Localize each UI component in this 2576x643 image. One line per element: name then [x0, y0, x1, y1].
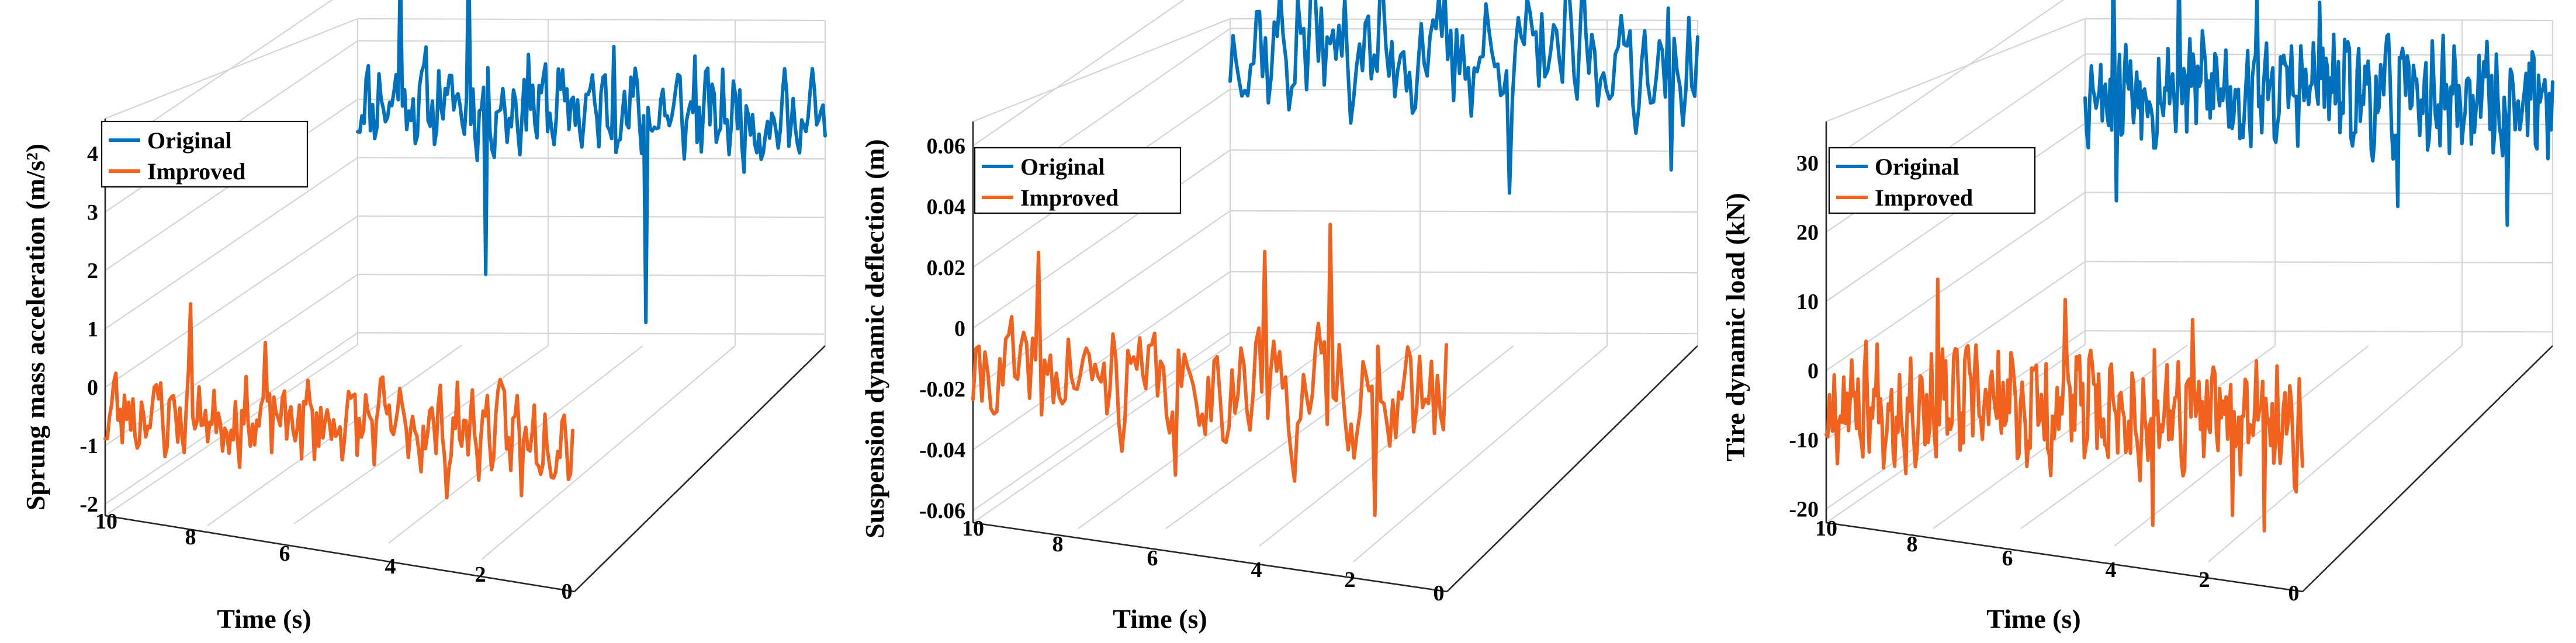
y-grid-line	[1230, 332, 1698, 335]
y-tick-label: 0	[87, 376, 98, 400]
x-tick-label: 8	[1907, 532, 1918, 557]
legend-entry-original: Original	[1020, 154, 1105, 180]
x-axis-line	[1826, 522, 2303, 593]
y-tick-label: 20	[1796, 221, 1819, 245]
x-tick-label: 0	[2288, 581, 2300, 606]
x-tick-label: 8	[1052, 532, 1064, 557]
x-tick-label: 8	[185, 525, 196, 550]
x-tick-label: 6	[2002, 546, 2013, 571]
y-grid-line	[972, 150, 1231, 329]
y-tick-label: 10	[1796, 290, 1819, 314]
y-grid-line	[2085, 260, 2553, 263]
y-tick-label: 0	[954, 317, 965, 341]
series-line-original	[1228, 0, 1699, 195]
y-axis-title: Suspension dynamic deflection (m)	[860, 139, 889, 538]
y-grid-line	[972, 271, 1231, 450]
y-tick-label: 0.02	[927, 256, 966, 280]
x-tick-label: 10	[962, 516, 984, 541]
y-grid-line	[105, 216, 358, 388]
y-tick-label: 1	[87, 317, 98, 342]
y-grid-line	[357, 157, 826, 160]
legend: Original Improved	[101, 120, 309, 188]
x-tick-label: 6	[1147, 546, 1158, 571]
y-grid-line	[1826, 330, 2086, 510]
y-grid-line	[1826, 192, 2086, 371]
x-tick-label: 2	[475, 562, 486, 587]
y-grid-line	[1230, 149, 1698, 152]
y-grid-line	[105, 332, 358, 505]
y-grid-line	[357, 332, 826, 335]
y-tick-label: 0	[1808, 359, 1819, 383]
y-tick-label: -10	[1789, 428, 1819, 453]
series-line-original	[356, 0, 827, 325]
x-tick-label: 6	[279, 541, 290, 566]
grid	[972, 0, 1699, 592]
x-tick-label: 10	[1815, 516, 1837, 541]
x-tick-label: 10	[95, 509, 117, 534]
y-tick-label: 0.04	[927, 195, 966, 220]
legend: Original Improved	[974, 147, 1182, 214]
y-grid-line	[1230, 88, 1698, 91]
legend-entry-improved: Improved	[1020, 185, 1119, 211]
legend-entry-original: Original	[1875, 154, 1959, 180]
x-axis-title: Time (s)	[217, 604, 311, 634]
y-grid-line	[972, 210, 1231, 390]
y-grid-line	[105, 274, 358, 446]
series-line-improved	[1824, 277, 2304, 533]
x-axis-title: Time (s)	[1986, 604, 2080, 634]
y-grid-line	[357, 98, 826, 102]
y-tick-label: 3	[87, 200, 98, 225]
y-tick-label: 4	[87, 142, 98, 166]
y-grid-line	[972, 332, 1231, 512]
y-axis-title: Sprung mass acceleration (m/s²)	[20, 144, 50, 510]
y-tick-label: -2	[79, 492, 98, 517]
legend-entry-original: Original	[147, 127, 231, 154]
y-grid-line	[105, 157, 358, 329]
y-tick-label: -0.06	[919, 499, 965, 523]
series-line-improved	[971, 223, 1448, 517]
y-grid-line	[357, 40, 826, 43]
x-axis-line	[972, 522, 1448, 593]
y-tick-label: 30	[1796, 151, 1819, 176]
y-tick-label: 0.06	[927, 134, 966, 159]
y-grid-line	[972, 0, 1185, 147]
x-tick-label: 2	[2199, 568, 2210, 592]
legend-entry-improved: Improved	[1875, 185, 1973, 211]
y-tick-label: -20	[1789, 497, 1819, 522]
y-tick-label: 2	[87, 259, 98, 283]
series-line-original	[2083, 0, 2554, 227]
x-tick-label: 0	[562, 579, 573, 604]
panel-suspension-dynamic-deflection: -0.06 -0.04 -0.02 0 0.02 0.04 0.06 10 8 6 4 2 0 Sus…	[860, 0, 1699, 634]
y-grid-line	[1230, 210, 1698, 213]
y-grid-line	[1230, 270, 1698, 274]
y-grid-line	[2085, 330, 2553, 333]
x-tick-label: 4	[1251, 558, 1262, 582]
legend-entry-improved: Improved	[147, 158, 245, 185]
x-axis-title: Time (s)	[1113, 604, 1207, 634]
x-axis-line	[105, 515, 575, 593]
panel-sprung-mass-acceleration: -2 -1 0 1 2 3 4 10 8 6 4 2 0 Sprung mass accelerati…	[20, 0, 827, 634]
y-grid-line	[357, 215, 826, 218]
y-tick-label: -0.02	[919, 377, 965, 402]
y-tick-label: -1	[79, 434, 98, 458]
y-grid-line	[2085, 122, 2553, 126]
series-line-improved	[103, 302, 574, 500]
depth-axis-line	[2302, 345, 2553, 592]
x-tick-label: 2	[1345, 568, 1356, 592]
depth-axis-line	[574, 345, 826, 592]
x-tick-label: 4	[385, 554, 396, 579]
legend: Original Improved	[1828, 147, 2036, 214]
y-axis-title: Tire dynamic load (kN)	[1720, 193, 1750, 461]
depth-axis-line	[1446, 345, 1698, 592]
y-grid-line	[357, 273, 826, 277]
x-tick-label: 0	[1434, 581, 1445, 606]
y-tick-label: -0.04	[919, 438, 965, 463]
x-tick-label: 4	[2106, 558, 2117, 582]
y-grid-line	[1826, 0, 2065, 164]
y-grid-line	[2085, 192, 2553, 194]
